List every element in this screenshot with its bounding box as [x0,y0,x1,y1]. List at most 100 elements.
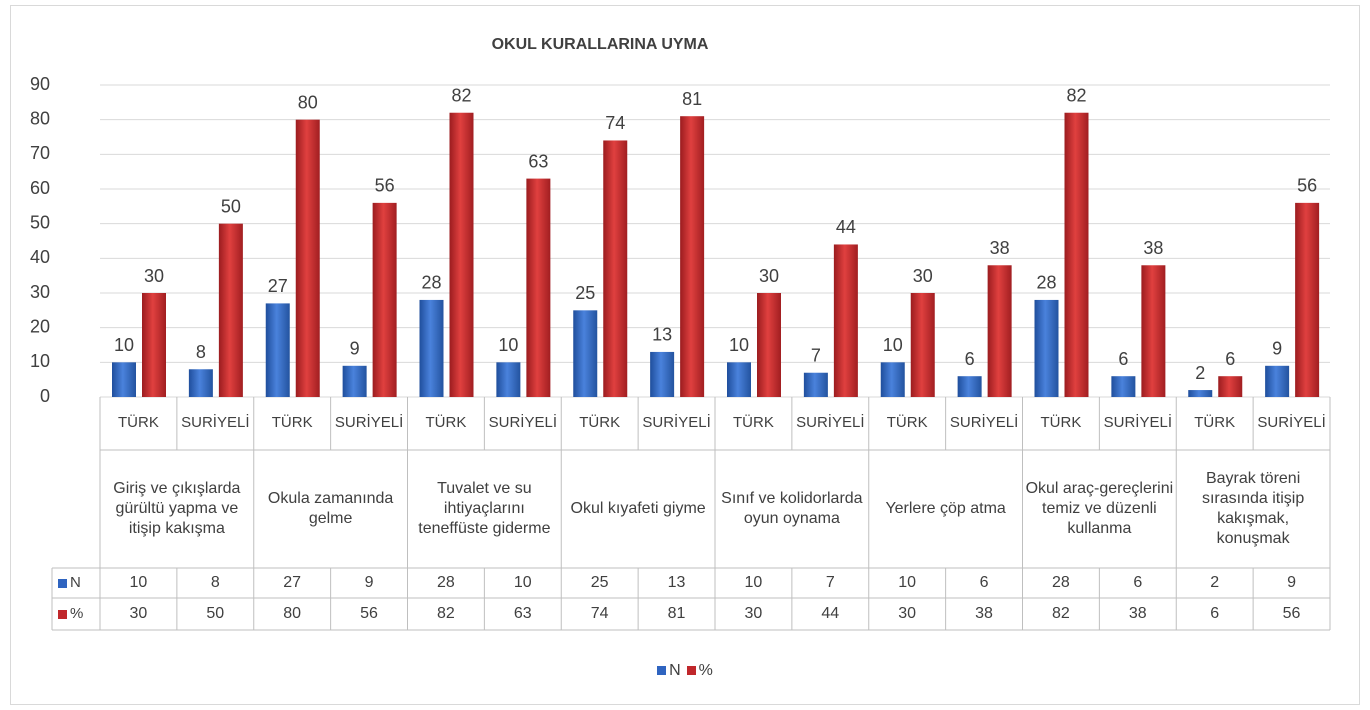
data-label: 6 [1118,349,1128,369]
legend-label: N [669,662,681,679]
bar [342,365,367,397]
bar [603,140,628,397]
legend-label: % [698,662,713,679]
data-label: 25 [575,283,595,303]
y-tick-label: 10 [30,351,50,371]
bar [880,362,905,397]
table-cell: 6 [1210,605,1220,622]
x-tick-label: SURİYELİ [1257,414,1326,432]
bar [1034,299,1059,397]
bar [295,119,320,398]
data-label: 27 [268,276,288,296]
table-cell: 38 [975,605,993,622]
table-cell: 10 [898,574,917,591]
y-tick-label: 80 [30,108,50,128]
table-cell: 25 [590,574,609,591]
data-label: 28 [421,273,441,293]
data-label: 30 [913,266,933,286]
bar [910,293,935,397]
bar [1141,265,1166,397]
bar [833,244,858,397]
x-tick-label: SURİYELİ [949,414,1019,432]
x-tick-label: SURİYELİ [796,414,865,432]
table-cell: 28 [437,574,455,591]
table-cell: 38 [1128,605,1147,622]
y-tick-label: 40 [30,247,50,267]
x-tick-label: TÜRK [886,414,928,432]
bar [1265,365,1290,397]
x-tick-label: SURİYELİ [334,414,404,432]
x-tick-label: TÜRK [271,414,313,432]
bar [727,362,751,397]
bar [496,362,521,397]
x-tick-label: TÜRK [733,414,774,432]
bar [112,362,136,397]
table-row-header: N [52,568,100,598]
data-label: 6 [1225,349,1235,369]
bar [372,202,397,397]
data-label: 2 [1195,363,1205,383]
table-cell: 30 [744,605,763,622]
data-label: 8 [196,342,206,362]
table-cell: 74 [590,605,609,622]
data-label: 82 [1066,85,1086,105]
bar [757,293,781,397]
bar [573,310,598,397]
bar [1218,376,1243,397]
bar [1111,376,1136,397]
data-label: 9 [350,339,360,359]
data-label: 56 [375,176,395,196]
table-cell: 30 [129,605,148,622]
data-label: 44 [836,217,856,237]
table-cell: 10 [129,574,148,591]
data-label: 10 [114,335,134,355]
bar [1064,112,1089,397]
data-label: 38 [1143,238,1163,258]
data-label: 82 [451,85,471,105]
table-cell: 50 [206,605,225,622]
table-cell: 9 [364,574,374,591]
data-label: 81 [682,89,702,109]
data-label: 10 [498,335,518,355]
table-cell: 56 [1282,605,1301,622]
group-label: Okul araç-gereçlerini temiz ve düzenli k… [1025,480,1174,537]
bar [526,178,551,397]
legend-item: N [657,662,681,680]
data-label: 6 [965,349,975,369]
data-label: 28 [1036,273,1056,293]
y-tick-label: 0 [40,386,50,406]
table-cell: 56 [360,605,378,622]
data-label: 74 [605,113,625,133]
x-tick-label: TÜRK [118,414,159,432]
table-cell: 7 [825,574,835,591]
group-label: Yerlere çöp atma [885,500,1006,517]
x-tick-label: SURİYELİ [1103,414,1172,432]
bar [650,351,675,397]
y-tick-label: 20 [30,316,50,336]
x-tick-label: TÜRK [1194,414,1236,432]
group-label: Bayrak töreni sırasında itişip kakışmak,… [1201,470,1305,547]
y-tick-label: 90 [30,74,50,94]
table-cell: 6 [979,574,989,591]
bar [449,112,474,397]
data-label: 9 [1272,339,1282,359]
data-label: 50 [221,196,241,216]
data-label: 80 [298,92,318,112]
group-label: Okul kıyafeti giyme [570,500,706,517]
x-tick-label: TÜRK [1040,414,1082,432]
table-cell: 82 [1052,605,1070,622]
table-cell: 9 [1287,574,1297,591]
group-label: Okula zamanında gelme [267,490,394,527]
bar [987,265,1012,397]
data-label: 30 [759,266,779,286]
bar [142,293,166,397]
group-label: Tuvalet ve su ihtiyaçlarını teneffüste g… [418,480,551,537]
table-cell: 27 [283,574,302,591]
table-cell: 80 [283,605,302,622]
legend-swatch [657,666,667,675]
table-cell: 82 [437,605,455,622]
legend-swatch [58,578,67,588]
data-label: 63 [528,151,548,171]
legend-item: % [686,662,713,680]
